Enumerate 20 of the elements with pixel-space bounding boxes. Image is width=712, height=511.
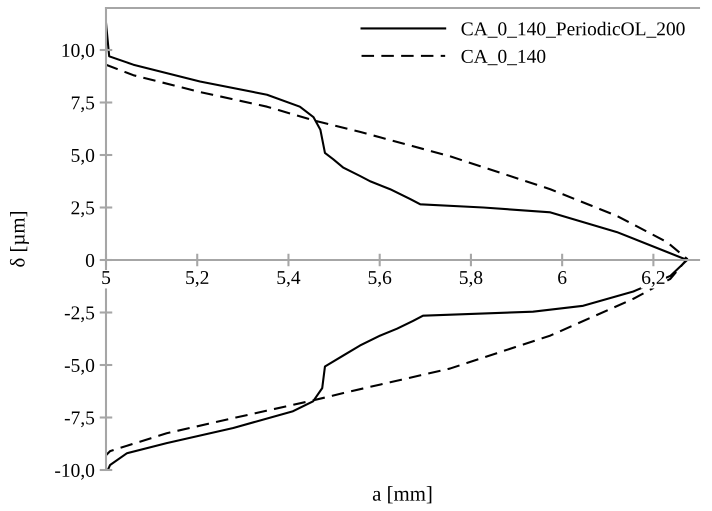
legend-label: CA_0_140 [462, 50, 546, 66]
x-tick-label: 6,2 [642, 271, 664, 287]
x-tick-label: 5,2 [186, 271, 208, 287]
x-tick-label: 5,4 [277, 271, 300, 287]
y-axis-title: δ [µm] [10, 212, 29, 267]
y-tick-label: -2,5 [64, 306, 94, 322]
y-tick-label: 5,0 [72, 148, 94, 165]
x-tick-label: 6 [558, 271, 566, 284]
x-tick-label: 5 [102, 271, 110, 284]
y-tick-label: 0 [86, 254, 94, 267]
y-tick-label: -10,0 [55, 464, 94, 480]
x-tick-label: 5,6 [368, 271, 392, 287]
y-tick-label: 10,0 [62, 44, 94, 60]
y-tick-label: 7,5 [72, 96, 94, 112]
y-tick-label: -7,5 [64, 412, 94, 428]
x-tick-label: 5,8 [460, 270, 482, 287]
legend-label: CA_0_140_PeriodicOL_200 [462, 22, 685, 38]
x-axis-title: a [mm] [372, 486, 432, 504]
y-tick-label: 2,5 [71, 201, 94, 218]
y-tick-label: -5,0 [64, 358, 94, 375]
